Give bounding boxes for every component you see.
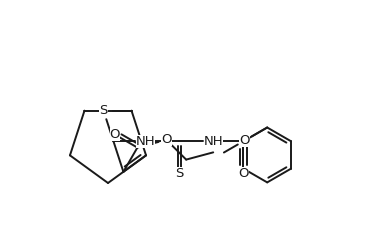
Text: O: O [240,134,250,147]
Text: S: S [175,167,184,180]
Text: O: O [161,133,171,146]
Text: O: O [238,167,249,180]
Text: NH: NH [203,135,223,148]
Text: NH: NH [136,135,155,148]
Text: S: S [99,104,108,117]
Text: O: O [110,128,120,141]
